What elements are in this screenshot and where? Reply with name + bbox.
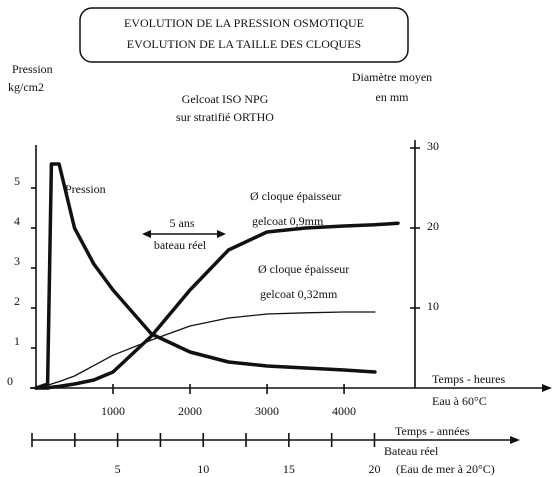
- annotation: 5 ans: [170, 216, 195, 230]
- series-line: [34, 221, 400, 390]
- y-tick-label: 0: [7, 374, 13, 388]
- subtitle: sur stratifié ORTHO: [176, 110, 274, 124]
- y-tick-label: 4: [14, 214, 20, 228]
- x-axis-label: Temps - heures: [432, 372, 505, 386]
- x-axis-arrow: [542, 384, 552, 392]
- series-label: Ø cloque épaisseur: [250, 189, 341, 203]
- series-label: Ø cloque épaisseur: [258, 262, 349, 276]
- x-axis-label: Eau à 60°C: [432, 394, 487, 408]
- y-tick-label: 1: [14, 334, 20, 348]
- series-label: gelcoat 0,32mm: [260, 287, 338, 301]
- y2-tick-label: 30: [427, 139, 439, 153]
- chart-title: EVOLUTION DE LA TAILLE DES CLOQUES: [127, 37, 361, 51]
- series-label: Pression: [65, 182, 106, 196]
- y-tick-label: 3: [14, 254, 20, 268]
- x2-tick-label: 10: [197, 462, 209, 476]
- x2-axis-label: (Eau de mer à 20°C): [396, 462, 495, 476]
- x2-tick-label: 15: [283, 462, 295, 476]
- chart-title: EVOLUTION DE LA PRESSION OSMOTIQUE: [124, 16, 364, 30]
- x-tick-label: 2000: [178, 404, 202, 418]
- y2-tick-label: 20: [427, 219, 439, 233]
- x2-axis-label: Temps - années: [395, 424, 470, 438]
- subtitle: Gelcoat ISO NPG: [182, 92, 269, 106]
- arrow-5-ans: [142, 230, 226, 238]
- y-tick-label: 2: [14, 294, 20, 308]
- y2-axis-label: en mm: [376, 90, 410, 104]
- y-axis-label: kg/cm2: [8, 80, 44, 94]
- x2-tick-label: 5: [115, 462, 121, 476]
- x2-tick-label: 20: [368, 462, 380, 476]
- title-box: [79, 7, 409, 63]
- x-tick-label: 3000: [255, 404, 279, 418]
- series-line: [35, 311, 376, 389]
- y-axis-label: Pression: [12, 62, 53, 76]
- y2-axis-label: Diamètre moyen: [352, 70, 432, 84]
- y-tick-label: 5: [14, 174, 20, 188]
- x-tick-label: 4000: [332, 404, 356, 418]
- series-label: gelcoat 0,9mm: [252, 214, 324, 228]
- x2-axis-arrow: [510, 436, 520, 444]
- y2-tick-label: 10: [427, 299, 439, 313]
- x2-axis-label: Bateau réel: [384, 444, 439, 458]
- series-line: [34, 162, 377, 390]
- x-tick-label: 1000: [101, 404, 125, 418]
- annotation: bateau réel: [154, 238, 207, 252]
